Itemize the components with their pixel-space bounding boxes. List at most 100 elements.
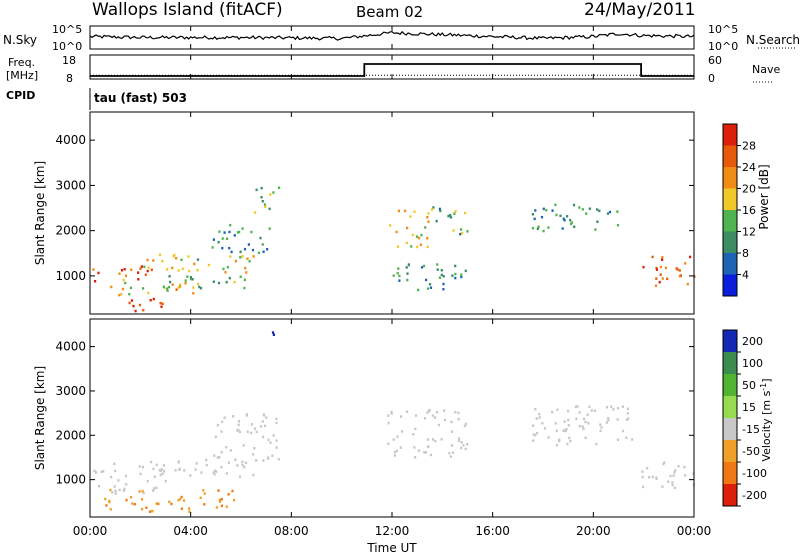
power-cell <box>588 207 591 210</box>
power-cell <box>152 297 155 301</box>
power-cell <box>123 268 126 271</box>
velocity-cell <box>244 461 248 465</box>
velocity-colorbar-tick-label: -200 <box>742 489 767 502</box>
velocity-colorbar-segment <box>723 440 737 462</box>
velocity-cell <box>651 475 654 479</box>
velocity-ylabel: Slant Range [km] <box>33 366 47 470</box>
velocity-cell <box>229 449 232 452</box>
velocity-cell <box>241 464 244 467</box>
velocity-cell <box>180 507 183 510</box>
power-cell <box>158 253 162 257</box>
velocity-cell <box>532 439 535 442</box>
nsearch-label: N.Search <box>746 33 800 47</box>
nsearch-tick-bottom: 10^0 <box>708 40 738 53</box>
x-axis-label: Time UT <box>366 541 417 554</box>
power-cell <box>420 266 424 269</box>
velocity-cell <box>220 450 223 454</box>
velocity-cell <box>534 408 537 411</box>
power-cell <box>212 238 215 241</box>
velocity-cell <box>567 409 570 413</box>
velocity-cell <box>535 431 539 435</box>
power-cell <box>536 227 539 231</box>
power-colorbar-segment <box>723 145 737 167</box>
velocity-cell <box>205 458 208 462</box>
velocity-cell <box>414 427 417 431</box>
velocity-cell <box>150 460 153 464</box>
velocity-cell <box>627 417 630 420</box>
velocity-cell <box>131 502 134 505</box>
velocity-cell <box>424 451 427 454</box>
power-cell <box>389 224 392 227</box>
power-cell <box>655 268 659 271</box>
velocity-cell <box>431 438 435 441</box>
velocity-cell <box>621 405 625 408</box>
velocity-cell <box>450 444 453 447</box>
velocity-cell <box>155 502 158 505</box>
power-cell <box>431 208 434 211</box>
velocity-cell <box>220 466 223 469</box>
velocity-cell <box>267 438 270 442</box>
velocity-cell <box>565 428 568 431</box>
velocity-cell <box>161 472 164 475</box>
velocity-cell <box>199 496 202 500</box>
power-cell <box>460 275 463 279</box>
velocity-cell <box>625 436 628 440</box>
power-cell <box>272 191 275 194</box>
velocity-cell <box>387 442 390 445</box>
velocity-cell <box>417 449 420 452</box>
power-cell <box>243 278 246 282</box>
power-cell <box>447 214 450 218</box>
power-cell <box>449 214 452 217</box>
power-cell <box>129 286 132 290</box>
power-cell <box>594 228 597 231</box>
velocity-cell <box>158 469 161 472</box>
velocity-cell <box>245 414 248 417</box>
power-cell <box>228 246 231 250</box>
power-cell <box>207 263 210 267</box>
power-cell <box>566 215 569 218</box>
date-label: 24/May/2011 <box>584 0 696 20</box>
power-cell <box>138 303 142 307</box>
power-colorbar-tick-label: 4 <box>742 269 749 282</box>
power-cell <box>189 277 193 281</box>
power-cell <box>435 219 438 223</box>
power-cell <box>159 301 162 305</box>
power-cell <box>260 196 263 199</box>
power-cell <box>166 289 169 292</box>
velocity-cell <box>443 409 446 412</box>
velocity-cell <box>139 472 142 476</box>
power-cell <box>425 278 428 282</box>
velocity-cell <box>460 446 463 450</box>
power-cell <box>454 264 457 268</box>
power-colorbar: 4 8 12 16 20 24 28 <box>722 123 756 297</box>
power-cell <box>419 243 422 247</box>
velocity-cell <box>105 504 108 507</box>
x-tick-label: 16:00 <box>475 524 510 538</box>
velocity-cell <box>457 411 460 415</box>
velocity-cell <box>400 415 403 418</box>
velocity-cell <box>449 455 452 458</box>
velocity-cell <box>227 461 230 464</box>
power-cell <box>278 186 281 189</box>
power-cell <box>436 263 439 266</box>
velocity-cell <box>464 447 467 451</box>
power-cell <box>217 240 220 244</box>
velocity-cell <box>205 463 208 467</box>
power-cell <box>257 251 260 255</box>
velocity-cell <box>113 485 116 488</box>
nave-label: Nave <box>752 63 780 76</box>
velocity-cell <box>163 469 166 473</box>
velocity-cell <box>684 474 687 477</box>
velocity-cell <box>246 430 249 433</box>
power-cell <box>152 259 155 262</box>
power-cell <box>466 230 469 233</box>
power-cell <box>439 209 442 213</box>
velocity-cell <box>141 489 144 493</box>
velocity-cell <box>646 467 649 470</box>
velocity-cell <box>626 407 629 411</box>
velocity-cell <box>669 474 672 478</box>
power-cell <box>217 281 221 285</box>
velocity-cell <box>262 435 265 439</box>
power-cell <box>188 269 191 273</box>
